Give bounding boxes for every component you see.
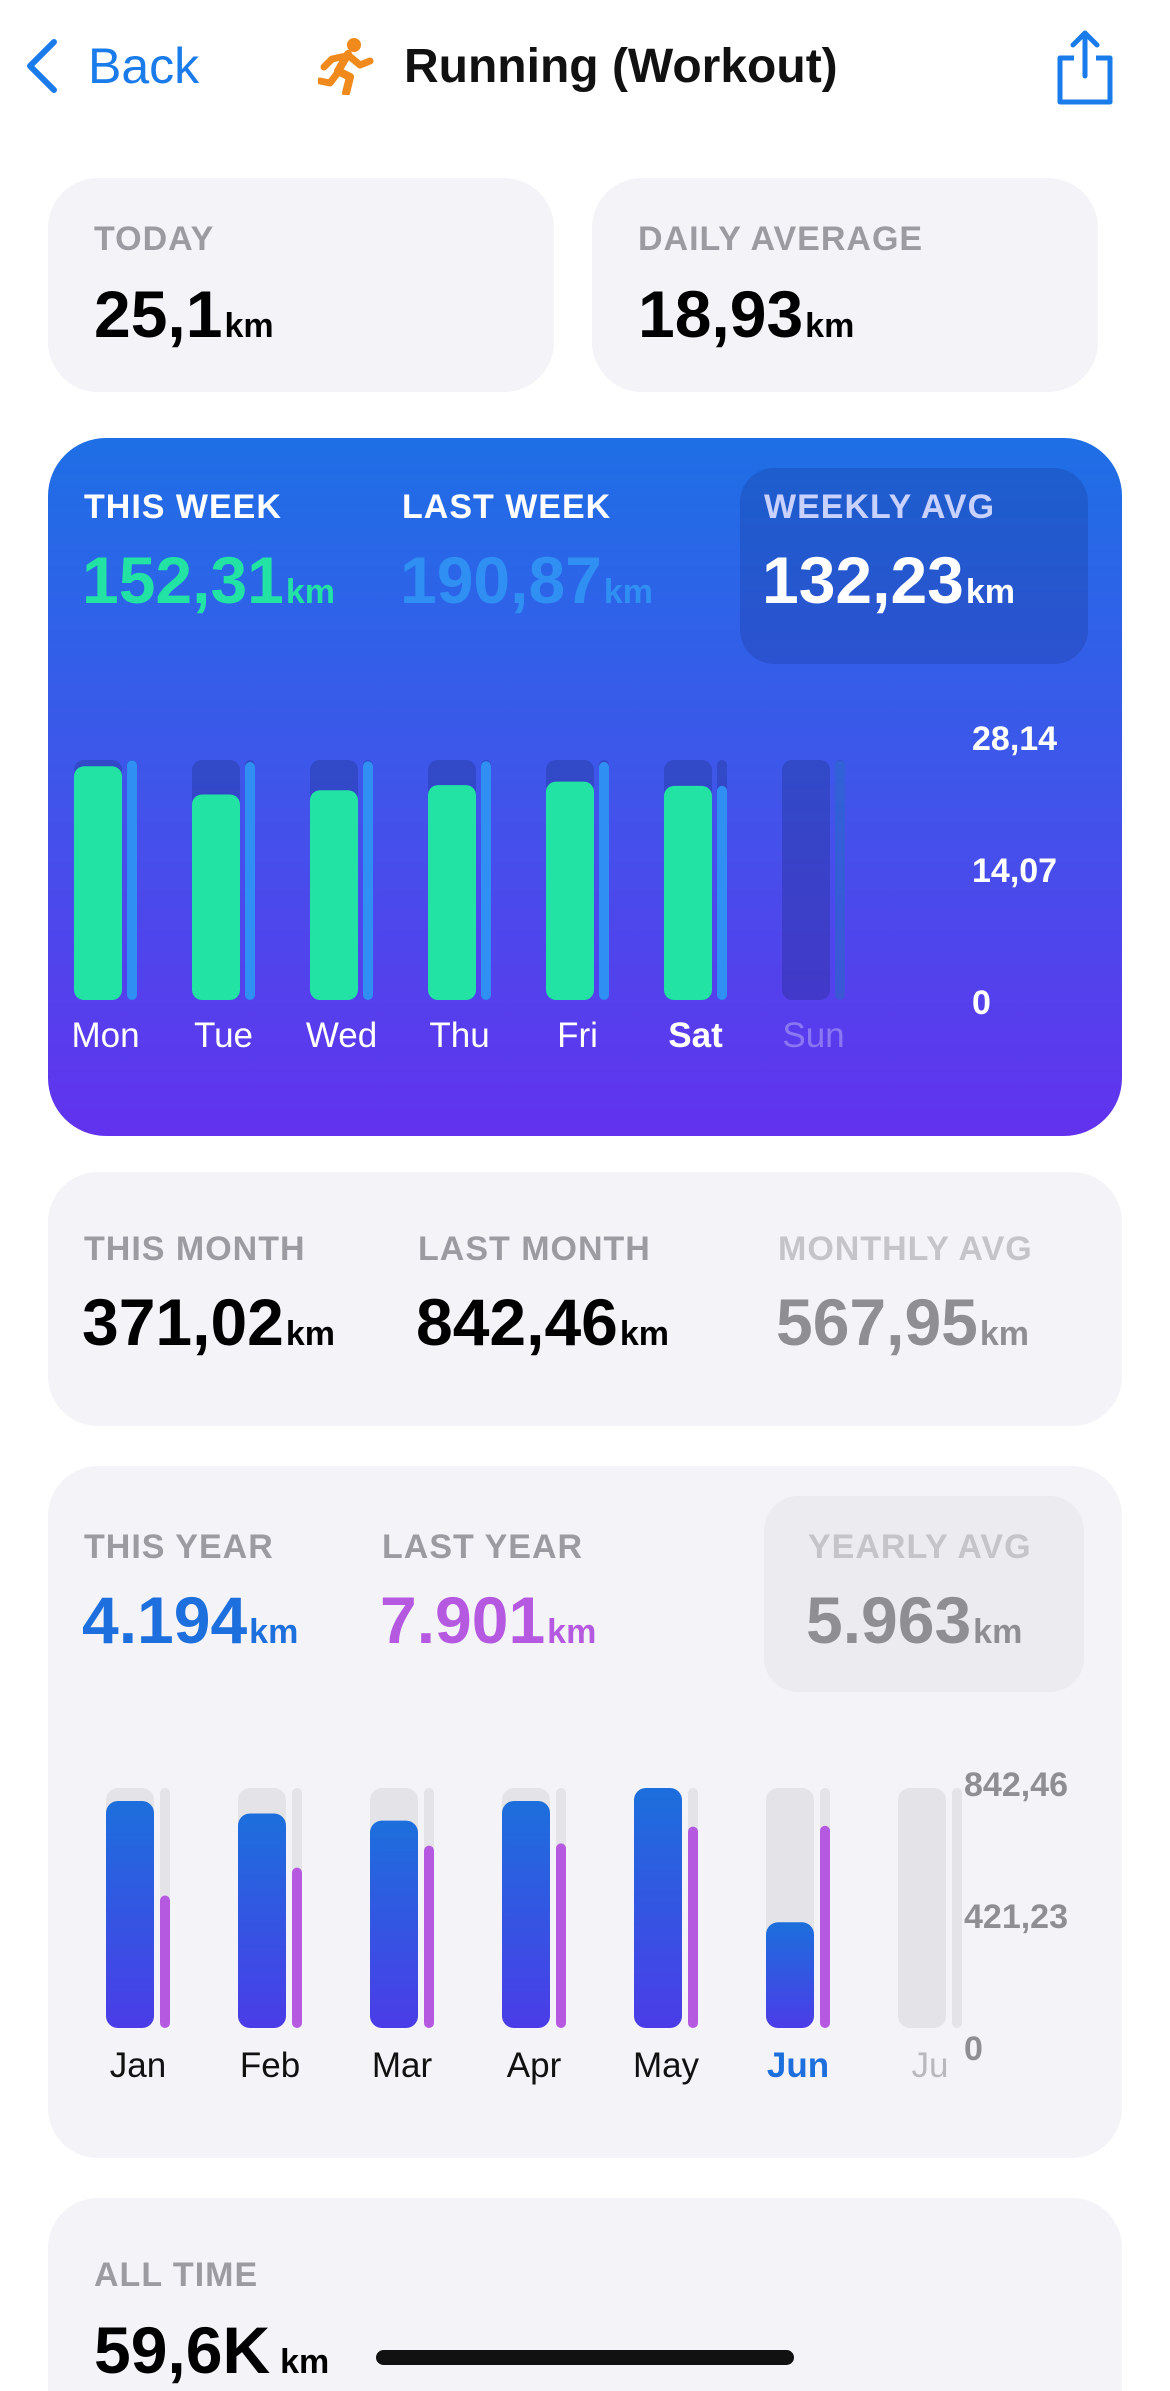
x-label-jun: Jun	[766, 2046, 830, 2085]
thin-bar-mar	[424, 1845, 434, 2028]
week-ytick-mid: 14,07	[972, 852, 1058, 890]
x-label-tue: Tue	[193, 1016, 253, 1055]
bar-track-sun	[782, 760, 830, 1000]
back-label: Back	[88, 38, 200, 94]
x-label-wed: Wed	[305, 1016, 378, 1055]
bar-track-ju	[898, 1788, 946, 2028]
thin-bar-sun	[835, 760, 845, 1000]
nav-bar: Back Running (Workout)	[0, 0, 1170, 140]
bar-fri	[546, 781, 594, 1000]
thin-bar-jan	[160, 1895, 170, 2028]
yearly-card[interactable]: THIS YEAR 4.194km LAST YEAR 7.901km YEAR…	[48, 1466, 1122, 2158]
title-group: Running (Workout)	[318, 30, 838, 102]
year-ytick-mid: 421,23	[964, 1898, 1068, 1936]
all-time-value: 59,6K km	[94, 2313, 330, 2387]
today-value: 25,1km	[94, 277, 274, 351]
this-year-value: 4.194km	[82, 1583, 299, 1657]
weekly-card[interactable]: THIS WEEK 152,31km LAST WEEK 190,87km WE…	[48, 438, 1122, 1136]
bar-feb	[238, 1813, 286, 2028]
bar-wed	[310, 790, 358, 1000]
today-card[interactable]: TODAY 25,1km	[48, 178, 554, 392]
x-label-mon: Mon	[71, 1016, 140, 1055]
this-month-value: 371,02km	[82, 1285, 336, 1359]
all-time-label: ALL TIME	[94, 2256, 259, 2294]
this-week-value: 152,31km	[82, 543, 336, 617]
x-label-feb: Feb	[239, 2046, 301, 2085]
weekly-avg-label: WEEKLY AVG	[764, 488, 996, 526]
x-label-apr: Apr	[506, 2046, 562, 2085]
last-week-label: LAST WEEK	[402, 488, 612, 526]
weekly-bar-chart[interactable]	[48, 438, 1122, 1136]
x-label-mar: Mar	[371, 2046, 433, 2085]
x-label-may: May	[632, 2046, 700, 2085]
bar-mar	[370, 1820, 418, 2028]
thin-bar-feb	[292, 1867, 302, 2028]
x-label-sun: Sun	[782, 1016, 845, 1055]
last-month-value: 842,46km	[416, 1285, 670, 1359]
thin-track-ju	[952, 1788, 962, 2028]
thin-bar-thu	[481, 761, 491, 1000]
x-label-thu: Thu	[429, 1016, 490, 1055]
x-label-jan: Jan	[109, 2046, 167, 2085]
last-month-label: LAST MONTH	[418, 1230, 651, 1268]
year-ytick-zero: 0	[964, 2030, 983, 2068]
home-indicator[interactable]	[376, 2350, 794, 2365]
today-label: TODAY	[94, 220, 215, 258]
yearly-avg-value: 5.963km	[806, 1583, 1023, 1657]
bar-sat	[664, 785, 712, 1000]
last-year-label: LAST YEAR	[382, 1528, 584, 1566]
x-label-fri: Fri	[557, 1016, 598, 1055]
daily-average-value: 18,93km	[638, 277, 855, 351]
thin-bar-may	[688, 1826, 698, 2028]
yearly-bar-chart[interactable]	[48, 1466, 1122, 2158]
thin-bar-mon	[127, 760, 137, 1000]
daily-average-card[interactable]: DAILY AVERAGE 18,93km	[592, 178, 1098, 392]
thin-bar-fri	[599, 762, 609, 1000]
bar-tue	[192, 794, 240, 1000]
weekly-avg-box	[740, 468, 1088, 664]
week-ytick-max: 28,14	[972, 720, 1058, 758]
thin-bar-apr	[556, 1843, 566, 2028]
weekly-avg-value: 132,23km	[762, 543, 1016, 617]
yearly-avg-box	[764, 1496, 1084, 1692]
page-title: Running (Workout)	[404, 39, 838, 93]
thin-bar-wed	[363, 761, 373, 1000]
chevron-left-icon	[27, 39, 57, 93]
bar-may	[634, 1788, 682, 2028]
week-ytick-zero: 0	[972, 984, 991, 1022]
year-ytick-max: 842,46	[964, 1766, 1068, 1804]
this-month-label: THIS MONTH	[84, 1230, 306, 1268]
monthly-avg-value: 567,95km	[776, 1285, 1030, 1359]
thin-bar-jun	[820, 1825, 830, 2028]
back-button[interactable]: Back	[22, 30, 199, 102]
thin-bar-tue	[245, 762, 255, 1000]
this-week-label: THIS WEEK	[84, 488, 282, 526]
running-figure-icon	[318, 38, 374, 95]
thin-track-sun	[835, 760, 845, 1000]
bar-jun	[766, 1922, 814, 2028]
last-week-value: 190,87km	[400, 543, 654, 617]
monthly-card[interactable]: THIS MONTH 371,02km LAST MONTH 842,46km …	[48, 1172, 1122, 1426]
bar-apr	[502, 1800, 550, 2028]
bar-mon	[74, 766, 122, 1000]
share-icon[interactable]	[1054, 28, 1116, 108]
last-year-value: 7.901km	[380, 1583, 597, 1657]
daily-average-label: DAILY AVERAGE	[638, 220, 924, 258]
bar-thu	[428, 785, 476, 1000]
thin-bar-sat	[717, 785, 727, 1000]
monthly-avg-label: MONTHLY AVG	[778, 1230, 1033, 1268]
bar-jan	[106, 1800, 154, 2028]
this-year-label: THIS YEAR	[84, 1528, 274, 1566]
x-label-ju: Ju	[911, 2046, 949, 2085]
x-label-sat: Sat	[668, 1016, 723, 1055]
yearly-avg-label: YEARLY AVG	[808, 1528, 1032, 1566]
